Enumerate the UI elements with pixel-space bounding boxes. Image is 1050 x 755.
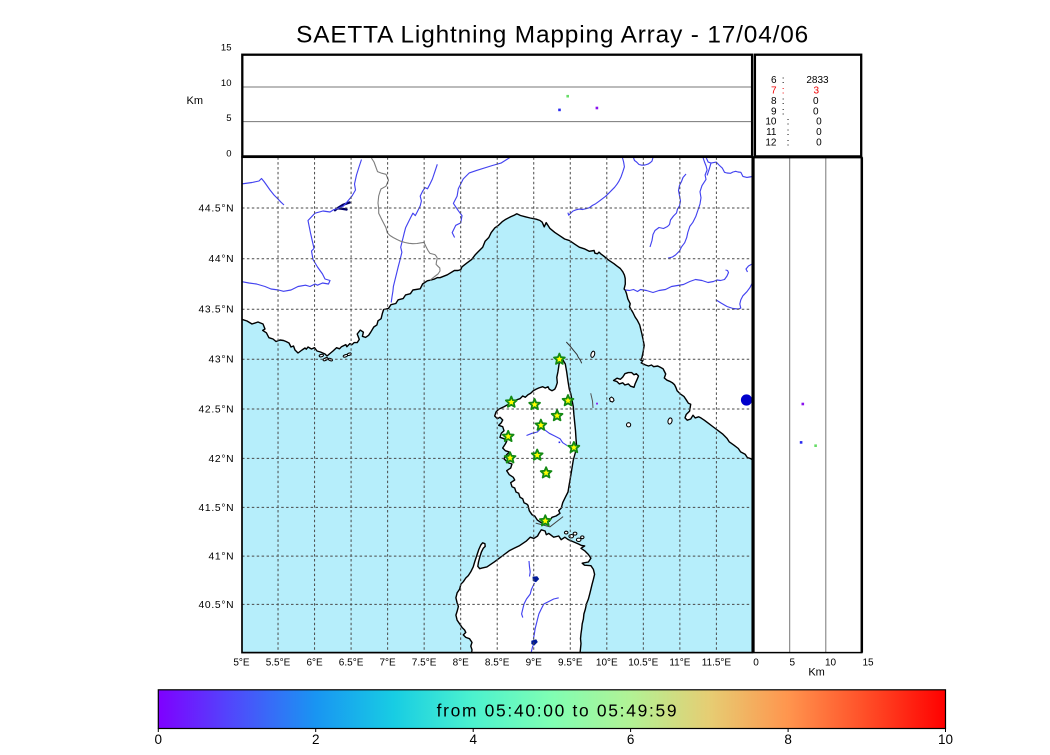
svg-text::: : xyxy=(782,96,785,107)
svg-text:15: 15 xyxy=(221,43,232,54)
svg-text:0: 0 xyxy=(226,148,231,159)
svg-text:from 05:40:00 to 05:49:59: from 05:40:00 to 05:49:59 xyxy=(437,701,679,721)
svg-text:10°E: 10°E xyxy=(596,658,618,669)
svg-text:Km: Km xyxy=(187,95,204,107)
svg-text::: : xyxy=(782,106,785,117)
svg-text:11.5°E: 11.5°E xyxy=(702,658,732,669)
svg-text:0: 0 xyxy=(753,658,759,669)
svg-text:9: 9 xyxy=(771,106,777,117)
svg-text:43.5°N: 43.5°N xyxy=(199,305,235,316)
svg-text:8: 8 xyxy=(771,96,777,107)
svg-text:9°E: 9°E xyxy=(526,658,543,669)
svg-text:10: 10 xyxy=(938,732,953,747)
svg-text:5: 5 xyxy=(226,113,231,124)
svg-text:7°E: 7°E xyxy=(379,658,396,669)
svg-text:11°E: 11°E xyxy=(669,658,690,669)
svg-text:5.5°E: 5.5°E xyxy=(266,658,291,669)
svg-text:8.5°E: 8.5°E xyxy=(485,658,510,669)
svg-text:15: 15 xyxy=(862,658,874,669)
svg-text:10.5°E: 10.5°E xyxy=(628,658,658,669)
svg-text:8: 8 xyxy=(784,732,792,747)
svg-text:2833: 2833 xyxy=(806,75,829,86)
svg-text:6.5°E: 6.5°E xyxy=(339,658,364,669)
svg-text:8°E: 8°E xyxy=(453,658,470,669)
svg-text:12: 12 xyxy=(765,138,777,149)
svg-text:0: 0 xyxy=(816,138,822,149)
svg-text:6: 6 xyxy=(771,75,777,86)
svg-text:41.5°N: 41.5°N xyxy=(199,503,235,514)
svg-text:10: 10 xyxy=(221,78,232,89)
svg-text:4: 4 xyxy=(469,732,477,747)
svg-text:7.5°E: 7.5°E xyxy=(412,658,437,669)
svg-text::: : xyxy=(787,117,790,128)
svg-text:0: 0 xyxy=(816,127,822,138)
svg-text:11: 11 xyxy=(766,127,777,138)
svg-text:44°N: 44°N xyxy=(208,254,234,265)
svg-text:42°N: 42°N xyxy=(208,454,234,465)
svg-text:0: 0 xyxy=(155,732,163,747)
svg-text:0: 0 xyxy=(816,117,822,128)
svg-text:6: 6 xyxy=(627,732,635,747)
svg-text:SAETTA Lightning Mapping Array: SAETTA Lightning Mapping Array - 17/04/0… xyxy=(296,21,809,48)
svg-text:5: 5 xyxy=(790,658,796,669)
svg-text:7: 7 xyxy=(771,86,777,97)
svg-text:Km: Km xyxy=(808,667,825,679)
svg-text:6°E: 6°E xyxy=(306,658,323,669)
svg-text:42.5°N: 42.5°N xyxy=(199,404,235,415)
svg-text::: : xyxy=(787,138,790,149)
svg-text::: : xyxy=(782,86,785,97)
svg-text:43°N: 43°N xyxy=(208,355,234,366)
svg-text::: : xyxy=(787,127,790,138)
svg-text:9.5°E: 9.5°E xyxy=(558,658,583,669)
svg-text:0: 0 xyxy=(813,96,819,107)
svg-text:3: 3 xyxy=(813,86,819,97)
svg-text:40.5°N: 40.5°N xyxy=(199,600,235,611)
svg-text:44.5°N: 44.5°N xyxy=(199,203,235,214)
svg-text:2: 2 xyxy=(312,732,320,747)
svg-text:10: 10 xyxy=(765,117,777,128)
svg-text:10: 10 xyxy=(825,658,837,669)
svg-text:5°E: 5°E xyxy=(233,658,250,669)
svg-text:41°N: 41°N xyxy=(208,552,234,563)
svg-text::: : xyxy=(782,75,785,86)
svg-text:0: 0 xyxy=(813,106,819,117)
